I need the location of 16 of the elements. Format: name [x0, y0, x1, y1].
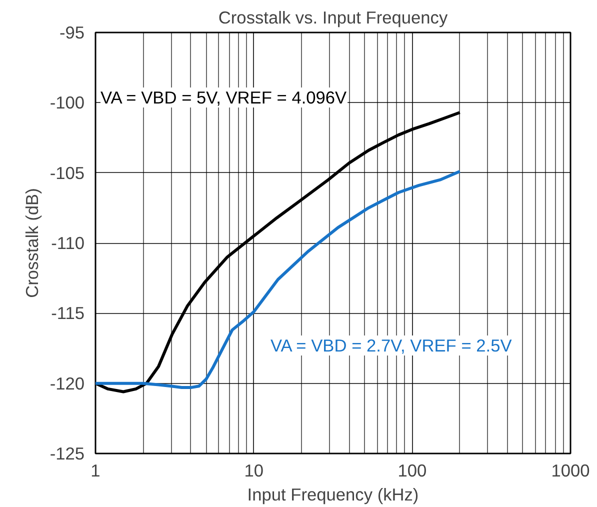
y-tick-label: -100 — [50, 92, 85, 113]
y-axis-title: Crosstalk (dB) — [22, 188, 42, 298]
x-tick-label: 1 — [90, 460, 100, 480]
y-tick-label: -120 — [50, 373, 85, 394]
y-tick-label: -95 — [59, 22, 84, 42]
y-tick-label: -125 — [50, 444, 85, 464]
y-tick-label: -115 — [51, 303, 85, 324]
chart-title: Crosstalk vs. Input Frequency — [218, 8, 448, 28]
y-tick-label: -105 — [50, 162, 85, 183]
x-tick-label: 1000 — [551, 460, 590, 480]
x-tick-label: 10 — [244, 460, 264, 480]
x-tick-label: 100 — [398, 460, 427, 480]
annotation: VA = VBD = 2.7V, VREF = 2.5V — [270, 336, 512, 356]
y-tick-label: -110 — [51, 233, 85, 253]
x-axis-title: Input Frequency (kHz) — [247, 484, 419, 504]
annotation: VA = VBD = 5V, VREF = 4.096V — [100, 88, 348, 108]
